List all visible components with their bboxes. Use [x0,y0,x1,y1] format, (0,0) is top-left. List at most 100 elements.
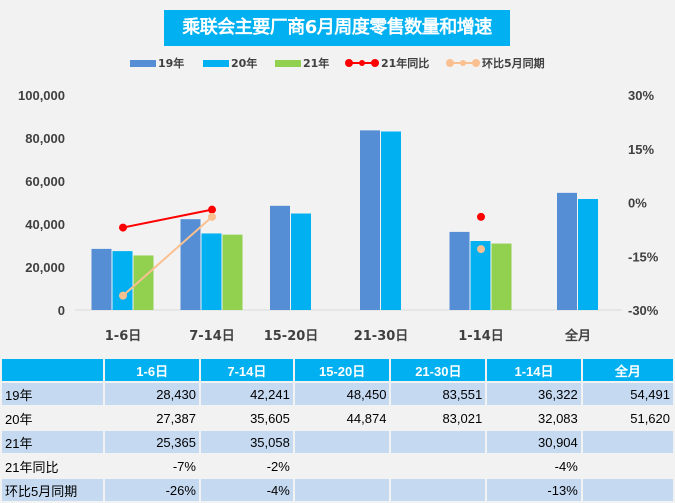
right-axis-tick: 0% [628,196,647,211]
bar-21年 [133,255,154,310]
legend: 19年 20年 21年 21年同比 环比5月同期 [0,55,675,73]
right-axis-tick: 15% [628,142,654,157]
table-cell: -7% [103,453,201,479]
row-label: 环比5月同期 [0,477,106,503]
point-环比5月同期 [119,291,127,300]
point-环比5月同期 [208,212,216,221]
legend-swatch [203,59,229,67]
bar-20年 [381,131,401,310]
table-cell: 35,058 [198,429,295,455]
row-label: 21年 [0,429,106,455]
bar-19年 [180,219,201,310]
chart-svg: 0 20,000 40,000 60,000 80,000 100,000 -30% -15%… [18,88,659,344]
table-row: 21年同比 -7% -2% -4% [0,453,675,479]
x-axis-tick: 21-30日 [354,329,409,344]
legend-label: 20年 [231,57,258,70]
table-cell: 35,605 [198,405,295,431]
bar-19年 [449,231,470,310]
row-label: 20年 [0,405,106,431]
table-cell [292,453,392,479]
line-21年同比 [122,208,213,229]
row-label: 21年同比 [0,453,106,479]
bar-20年 [112,251,133,310]
table-cell: 83,551 [389,381,488,407]
line-环比5月同期 [122,216,213,297]
table-header-cell [0,357,106,383]
left-axis-tick: 80,000 [25,131,65,146]
table-cell: 32,083 [485,405,583,431]
table-cell [389,453,488,479]
table-cell [580,429,675,455]
table-cell: -26% [103,477,201,503]
legend-item: 20年 [203,55,257,71]
table-cell [292,477,392,503]
table-cell: 83,021 [389,405,488,431]
table-cell: 36,322 [485,381,583,407]
table-row: 20年 27,387 35,605 44,874 83,021 32,083 51,620 [0,405,675,431]
bar-19年 [91,248,112,310]
x-axis-tick: 1-6日 [105,329,142,344]
table-cell: 44,874 [292,405,392,431]
left-axis-tick: 20,000 [25,260,65,275]
table-cell: 48,450 [292,381,392,407]
legend-swatch [130,59,156,67]
x-axis-tick: 15-20日 [264,329,319,344]
table-header-row: 1-6日 7-14日 15-20日 21-30日 1-14日 全月 [0,357,675,383]
table-row: 19年 28,430 42,241 48,450 83,551 36,322 54,491 [0,381,675,407]
table-cell [389,429,488,455]
left-axis-tick: 60,000 [25,174,65,189]
legend-label: 环比5月同期 [482,57,545,70]
table-header-cell: 1-14日 [485,357,583,383]
point-21年同比 [208,205,216,214]
bar-20年 [470,241,491,310]
table-cell: 25,365 [103,429,201,455]
legend-item: 21年 [275,55,329,71]
table-cell [389,477,488,503]
legend-item: 19年 [130,55,184,71]
table-cell: 28,430 [103,381,201,407]
table-cell [292,429,392,455]
x-axis-tick: 1-14日 [458,329,504,344]
bar-20年 [291,213,311,310]
legend-label: 21年同比 [381,57,430,70]
bar-20年 [201,233,222,310]
legend-line-marker [345,59,379,67]
table-cell: 54,491 [580,381,675,407]
legend-item: 21年同比 [345,55,429,71]
table-header-cell: 15-20日 [292,357,392,383]
point-21年同比 [477,212,485,221]
table-row: 环比5月同期 -26% -4% -13% [0,477,675,503]
legend-line-marker [446,59,480,67]
bar-20年 [578,199,598,310]
bar-21年 [222,234,243,310]
legend-label: 21年 [303,57,330,70]
table-header-cell: 21-30日 [389,357,488,383]
table-cell: -2% [198,453,295,479]
x-axis-tick: 7-14日 [189,329,235,344]
right-axis-tick: -30% [628,303,659,318]
table-cell: 27,387 [103,405,201,431]
legend-item: 环比5月同期 [446,55,545,71]
chart-title: 乘联会主要厂商6月周度零售数量和增速 [164,10,510,46]
point-环比5月同期 [477,245,485,254]
table-cell: 42,241 [198,381,295,407]
left-axis-tick: 100,000 [18,88,65,103]
left-axis-tick: 0 [58,303,65,318]
table-cell [580,477,675,503]
right-axis-tick: 30% [628,88,654,103]
bar-21年 [491,243,512,310]
x-axis-tick: 全月 [564,328,591,344]
table-header-cell: 1-6日 [103,357,201,383]
bar-19年 [360,130,380,310]
legend-label: 19年 [158,57,185,70]
table-header-cell: 7-14日 [198,357,295,383]
point-21年同比 [119,223,127,232]
row-label: 19年 [0,381,106,407]
table-row: 21年 25,365 35,058 30,904 [0,429,675,455]
table-cell: 51,620 [580,405,675,431]
right-axis-tick: -15% [628,249,659,264]
data-table: 1-6日 7-14日 15-20日 21-30日 1-14日 全月 19年 28,430 42,… [0,357,675,503]
table-cell: 30,904 [485,429,583,455]
table-header-cell: 全月 [580,357,675,383]
legend-swatch [275,59,301,67]
